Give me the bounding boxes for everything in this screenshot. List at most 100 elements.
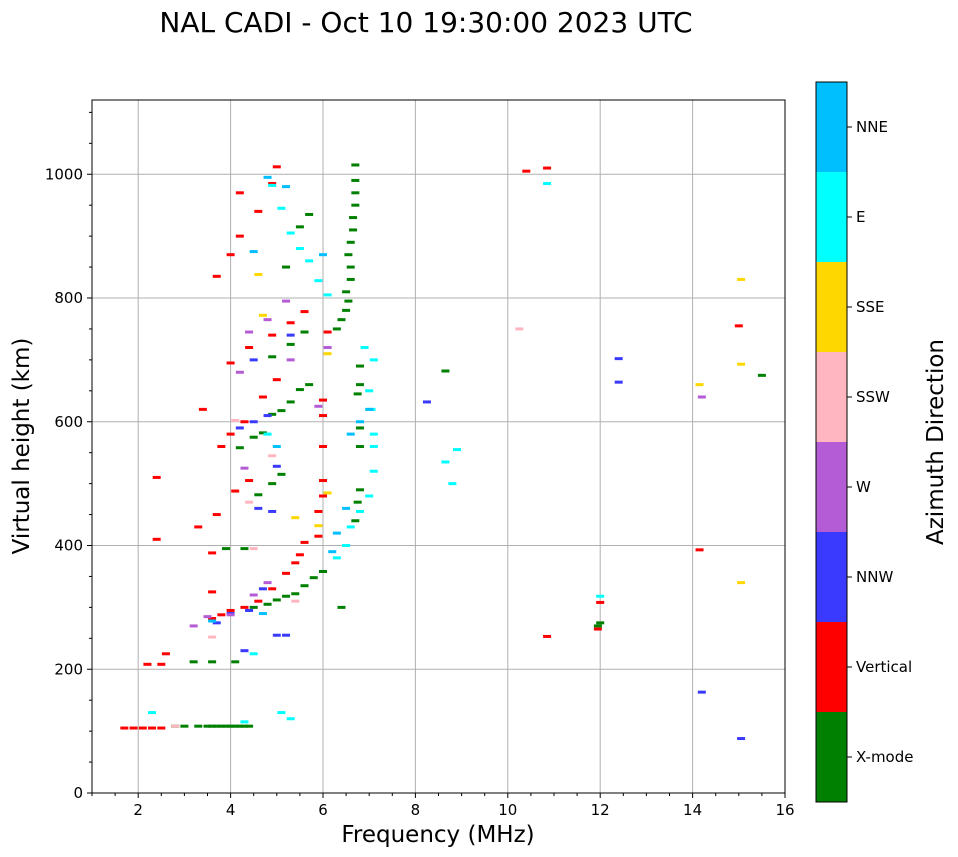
echo-point — [245, 500, 254, 504]
echo-point — [734, 324, 743, 328]
colorbar-segment — [816, 712, 847, 802]
echo-point — [337, 318, 346, 322]
echo-point — [189, 624, 198, 628]
x-tick-label: 6 — [318, 801, 328, 819]
echo-point — [263, 318, 272, 322]
echo-point — [300, 330, 309, 334]
echo-point — [221, 724, 230, 728]
plot-area — [91, 99, 786, 794]
echo-point — [522, 169, 531, 173]
echo-point — [328, 550, 337, 554]
echo-point — [263, 602, 272, 606]
echo-point — [614, 380, 623, 384]
echo-point — [314, 534, 323, 538]
echo-point — [226, 432, 235, 436]
echo-point — [355, 445, 364, 448]
echo-point — [240, 605, 249, 609]
echo-point — [515, 327, 524, 331]
echo-point — [152, 537, 161, 541]
echo-point — [697, 395, 706, 399]
echo-point — [235, 724, 244, 728]
echo-point — [161, 652, 170, 656]
echo-point — [208, 590, 217, 594]
colorbar-segment — [816, 622, 847, 712]
axes: 2 4 6 8 10 12 14 16 0 200 400 600 800 1000 — [45, 111, 795, 819]
echo-point — [737, 277, 746, 281]
echo-point — [342, 308, 351, 312]
echo-point — [282, 299, 291, 303]
echo-point — [217, 724, 226, 728]
y-tick-label: 200 — [54, 660, 83, 678]
echo-point — [346, 277, 355, 281]
echo-point — [332, 531, 341, 535]
echo-point — [240, 720, 249, 724]
x-tick-label: 14 — [683, 801, 702, 819]
echo-point — [245, 330, 254, 334]
echo-point — [314, 279, 323, 283]
echo-point — [737, 737, 746, 741]
echo-point — [286, 333, 295, 337]
echo-point — [543, 634, 552, 638]
echo-point — [349, 216, 358, 220]
echo-point — [369, 469, 378, 473]
echo-point — [249, 547, 258, 551]
echo-point — [291, 561, 300, 565]
colorbar-tick-label: NNE — [856, 118, 888, 136]
data-points — [120, 163, 766, 741]
echo-point — [277, 409, 286, 413]
echo-point — [323, 330, 332, 334]
echo-point — [596, 600, 605, 604]
echo-point — [295, 225, 304, 229]
echo-point — [346, 265, 355, 269]
colorbar-segment — [816, 172, 847, 262]
echo-point — [263, 581, 272, 585]
echo-point — [355, 383, 364, 387]
colorbar-segment — [816, 532, 847, 622]
echo-point — [268, 454, 277, 458]
echo-point — [254, 272, 263, 276]
colorbar-tick-label: Vertical — [856, 658, 912, 676]
x-tick-label: 16 — [775, 801, 794, 819]
echo-point — [695, 383, 704, 387]
echo-point — [351, 191, 360, 195]
echo-point — [189, 660, 198, 664]
echo-point — [171, 724, 180, 728]
echo-point — [319, 253, 327, 257]
echo-point — [221, 547, 230, 551]
echo-point — [240, 466, 249, 470]
echo-point — [212, 724, 221, 728]
echo-point — [319, 414, 327, 418]
echo-point — [305, 212, 314, 216]
x-tick-label: 4 — [226, 801, 236, 819]
echo-point — [757, 373, 766, 377]
echo-point — [332, 327, 341, 331]
echo-point — [231, 419, 240, 423]
echo-point — [365, 407, 374, 411]
echo-point — [268, 412, 277, 416]
colorbar-segment — [816, 82, 847, 172]
echo-point — [314, 404, 323, 408]
echo-point — [245, 724, 254, 728]
echo-point — [291, 516, 300, 520]
echo-point — [208, 551, 217, 555]
grid-lines — [92, 100, 785, 793]
echo-point — [258, 587, 267, 591]
echo-point — [543, 166, 552, 170]
echo-point — [286, 400, 295, 404]
echo-point — [240, 724, 249, 728]
echo-point — [226, 361, 235, 365]
echo-point — [217, 445, 226, 448]
echo-point — [254, 506, 263, 510]
y-tick-label: 0 — [73, 784, 83, 802]
echo-point — [208, 660, 217, 664]
echo-point — [323, 491, 332, 495]
colorbar-segment — [816, 262, 847, 352]
echo-point — [295, 388, 304, 392]
echo-point — [208, 619, 217, 623]
echo-point — [695, 548, 704, 552]
echo-point — [344, 299, 353, 303]
x-tick-label: 12 — [591, 801, 610, 819]
echo-point — [240, 420, 249, 424]
echo-point — [249, 435, 258, 439]
echo-point — [180, 724, 189, 728]
